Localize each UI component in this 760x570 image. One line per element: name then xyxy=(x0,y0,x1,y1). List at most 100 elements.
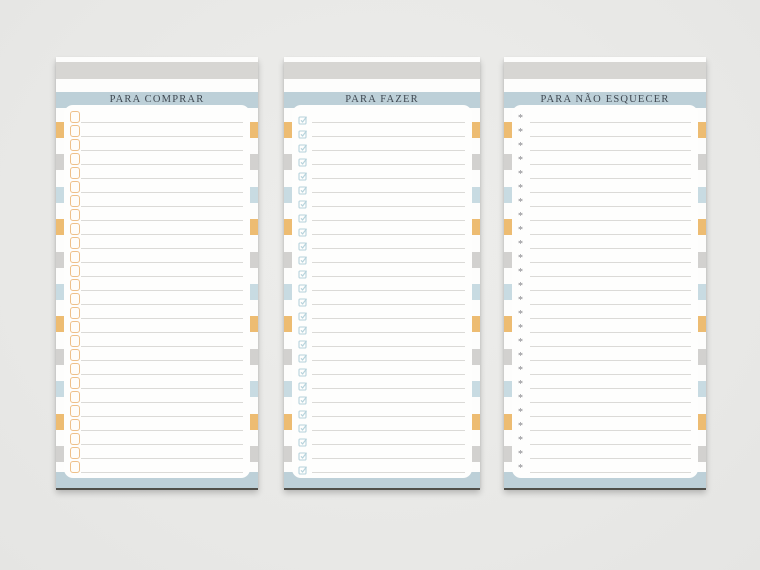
edge-tab-gray xyxy=(56,251,65,268)
list-row: * xyxy=(518,305,691,320)
asterisk-bullet-icon: * xyxy=(518,225,523,236)
list-header-band: PARA NÃO ESQUECER xyxy=(504,92,706,108)
writing-line xyxy=(81,429,243,431)
edge-tab-blue xyxy=(697,186,706,203)
edge-tab-blue xyxy=(471,186,480,203)
asterisk-bullet-icon: * xyxy=(518,197,523,208)
edge-tab-orange xyxy=(284,122,293,138)
edge-tab-orange xyxy=(56,316,65,333)
list-title: PARA FAZER xyxy=(345,94,419,105)
writing-line xyxy=(81,289,243,291)
edge-tab-orange xyxy=(249,122,258,138)
list-row: * xyxy=(518,207,691,222)
asterisk-bullet-icon: * xyxy=(518,113,523,124)
writing-line xyxy=(530,121,691,123)
edge-tab-blue xyxy=(56,381,65,398)
list-row xyxy=(70,165,243,179)
writing-line xyxy=(312,205,465,207)
writing-line xyxy=(312,247,465,249)
edge-tab-gray xyxy=(284,446,293,462)
writing-line xyxy=(81,373,243,375)
checked-checkbox-icon xyxy=(298,462,308,475)
list-row xyxy=(298,123,465,139)
writing-line xyxy=(530,401,691,403)
checked-checkbox-icon xyxy=(298,224,308,237)
writing-line xyxy=(312,289,465,291)
edge-tab-gray xyxy=(504,154,513,171)
list-row xyxy=(70,459,243,473)
list-row xyxy=(298,137,465,153)
list-row xyxy=(70,207,243,221)
edge-tab-gray xyxy=(697,446,706,462)
list-row xyxy=(70,277,243,291)
list-panel: * * * * * * * * * * * * * * * * * * * * * * * * * * xyxy=(512,105,698,478)
checked-checkbox-icon xyxy=(298,280,308,293)
writing-line xyxy=(312,401,465,403)
checkbox-outline-icon xyxy=(70,181,80,193)
writing-line xyxy=(81,219,243,221)
asterisk-bullet-icon: * xyxy=(518,169,523,180)
list-row: * xyxy=(518,319,691,334)
writing-line xyxy=(81,247,243,249)
edge-tab-gray xyxy=(471,348,480,365)
list-header-band: PARA COMPRAR xyxy=(56,92,258,108)
writing-line xyxy=(81,275,243,277)
writing-line xyxy=(81,415,243,417)
asterisk-bullet-icon: * xyxy=(518,393,523,404)
writing-line xyxy=(312,121,465,123)
writing-line xyxy=(530,359,691,361)
writing-line xyxy=(530,331,691,333)
list-row: * xyxy=(518,263,691,278)
edge-tabs-right xyxy=(249,108,258,488)
writing-line xyxy=(530,135,691,137)
washi-stripe-top xyxy=(504,62,706,79)
writing-line xyxy=(530,219,691,221)
edge-tab-orange xyxy=(504,122,513,138)
edge-tab-gray xyxy=(471,446,480,462)
edge-tab-orange xyxy=(471,122,480,138)
edge-tab-orange xyxy=(471,413,480,430)
list-row xyxy=(70,263,243,277)
checkbox-outline-icon xyxy=(70,223,80,235)
edge-tab-gray xyxy=(284,154,293,171)
writing-line xyxy=(81,163,243,165)
edge-tab-gray xyxy=(56,154,65,171)
list-title: PARA COMPRAR xyxy=(109,94,205,105)
edge-tab-gray xyxy=(249,348,258,365)
asterisk-bullet-icon: * xyxy=(518,253,523,264)
list-row: * xyxy=(518,277,691,292)
writing-line xyxy=(81,345,243,347)
washi-stripe-top xyxy=(284,62,480,79)
edge-tab-orange xyxy=(697,316,706,333)
writing-line xyxy=(530,345,691,347)
checked-checkbox-icon xyxy=(298,406,308,419)
list-row xyxy=(298,389,465,405)
list-row: * xyxy=(518,291,691,306)
checked-checkbox-icon xyxy=(298,294,308,307)
writing-line xyxy=(312,387,465,389)
writing-line xyxy=(81,401,243,403)
checkbox-outline-icon xyxy=(70,363,80,375)
edge-tab-gray xyxy=(56,446,65,462)
asterisk-bullet-icon: * xyxy=(518,365,523,376)
edge-tab-orange xyxy=(249,316,258,333)
asterisk-bullet-icon: * xyxy=(518,323,523,334)
asterisk-bullet-icon: * xyxy=(518,421,523,432)
edge-tab-blue xyxy=(249,284,258,300)
asterisk-bullet-icon: * xyxy=(518,155,523,166)
edge-tab-orange xyxy=(56,122,65,138)
writing-line xyxy=(81,359,243,361)
writing-line xyxy=(312,135,465,137)
writing-line xyxy=(312,219,465,221)
edge-tab-gray xyxy=(504,251,513,268)
list-row xyxy=(298,221,465,237)
edge-tab-blue xyxy=(284,186,293,203)
list-row xyxy=(298,249,465,265)
checked-checkbox-icon xyxy=(298,336,308,349)
list-row: * xyxy=(518,389,691,404)
checked-checkbox-icon xyxy=(298,126,308,139)
list-row xyxy=(298,333,465,349)
writing-line xyxy=(81,121,243,123)
writing-line xyxy=(81,303,243,305)
checkbox-outline-icon xyxy=(70,447,80,459)
